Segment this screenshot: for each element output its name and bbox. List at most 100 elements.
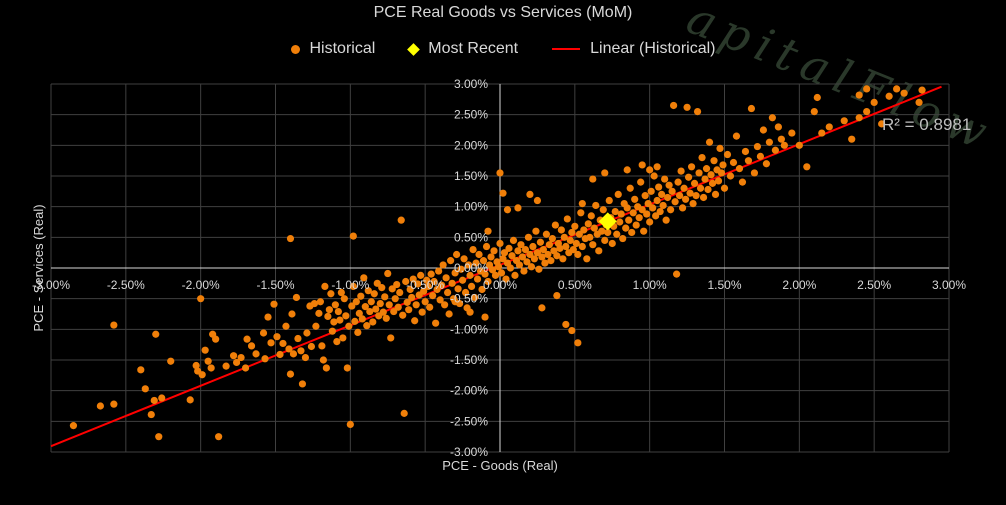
legend-item-historical[interactable]: Historical xyxy=(290,40,375,58)
data-point xyxy=(711,190,720,198)
data-point xyxy=(357,292,365,300)
data-point xyxy=(521,246,530,254)
data-point xyxy=(813,93,821,102)
data-point xyxy=(885,92,893,100)
data-point xyxy=(451,269,459,277)
data-point xyxy=(364,287,372,295)
data-point xyxy=(696,184,705,192)
data-point xyxy=(279,339,287,348)
data-point xyxy=(915,98,923,106)
data-point xyxy=(667,206,675,214)
data-point xyxy=(604,228,612,237)
data-point xyxy=(355,309,363,317)
chart-legend: Historical Most Recent Linear (Historica… xyxy=(0,40,1006,58)
data-point xyxy=(259,329,268,337)
y-tick-label: -2.50% xyxy=(450,414,488,428)
data-point xyxy=(385,301,393,309)
data-point xyxy=(641,192,649,200)
data-point xyxy=(548,234,556,243)
data-point xyxy=(572,239,580,248)
data-point xyxy=(464,261,473,269)
data-point xyxy=(496,169,504,177)
data-point xyxy=(361,303,369,311)
data-point xyxy=(215,433,223,441)
data-point xyxy=(467,282,476,290)
data-point xyxy=(566,236,574,244)
data-point xyxy=(560,233,568,241)
data-point xyxy=(662,216,670,224)
data-point xyxy=(403,298,411,306)
data-point xyxy=(358,315,366,323)
data-point xyxy=(343,364,351,372)
x-tick-label: -0.50% xyxy=(406,278,444,292)
data-point xyxy=(747,104,756,113)
data-point xyxy=(750,169,759,177)
data-point xyxy=(110,321,118,329)
data-point xyxy=(429,292,437,300)
data-point xyxy=(481,270,489,278)
y-tick-label: -2.00% xyxy=(450,384,488,398)
chart-title: PCE Real Goods vs Services (MoM) xyxy=(373,4,633,21)
data-point xyxy=(695,169,703,177)
data-point xyxy=(580,226,588,234)
data-point xyxy=(575,230,583,238)
data-point xyxy=(544,250,552,259)
data-point xyxy=(418,308,426,316)
data-point xyxy=(818,129,826,137)
data-point xyxy=(625,216,633,224)
data-point xyxy=(448,279,456,287)
data-point xyxy=(562,320,570,329)
data-point xyxy=(768,114,776,122)
data-point xyxy=(547,257,555,265)
data-point xyxy=(229,352,238,360)
data-point xyxy=(237,353,245,362)
data-point xyxy=(670,101,678,110)
data-point xyxy=(774,123,782,131)
data-point xyxy=(316,298,324,306)
data-point xyxy=(158,394,166,402)
data-point xyxy=(207,364,215,372)
data-point xyxy=(426,303,434,311)
data-point xyxy=(198,371,206,379)
data-point xyxy=(69,422,78,430)
data-point xyxy=(141,385,149,393)
data-point xyxy=(616,218,624,226)
data-point xyxy=(678,204,687,212)
data-point xyxy=(509,236,518,244)
data-point xyxy=(622,224,630,232)
data-point xyxy=(683,103,691,111)
data-point xyxy=(433,285,441,294)
data-point xyxy=(490,247,498,255)
data-point xyxy=(729,158,738,167)
data-point xyxy=(649,204,657,212)
data-point xyxy=(379,308,387,316)
legend-item-most-recent[interactable]: Most Recent xyxy=(407,40,518,58)
data-point xyxy=(110,400,118,408)
data-point xyxy=(270,300,278,308)
data-point xyxy=(545,241,553,249)
data-point xyxy=(349,282,357,290)
data-point xyxy=(893,85,901,93)
data-point xyxy=(457,265,465,273)
data-point xyxy=(568,326,576,335)
data-point xyxy=(339,334,347,342)
data-point xyxy=(601,169,609,177)
data-point xyxy=(701,175,709,183)
data-point xyxy=(592,201,600,210)
data-point xyxy=(354,328,362,336)
legend-item-trendline[interactable]: Linear (Historical) xyxy=(552,40,715,58)
data-point xyxy=(232,358,241,367)
data-point xyxy=(520,267,528,275)
y-tick-label: 1.00% xyxy=(454,200,488,214)
x-tick-label: 1.50% xyxy=(707,278,741,292)
y-tick-label: -1.50% xyxy=(450,353,488,367)
data-point xyxy=(286,234,295,243)
data-point xyxy=(563,215,571,223)
data-point xyxy=(298,380,307,388)
data-point xyxy=(192,361,200,370)
data-point xyxy=(517,241,525,249)
data-point xyxy=(530,255,539,263)
data-point xyxy=(286,370,295,378)
data-point xyxy=(664,193,672,202)
data-point xyxy=(430,277,438,286)
